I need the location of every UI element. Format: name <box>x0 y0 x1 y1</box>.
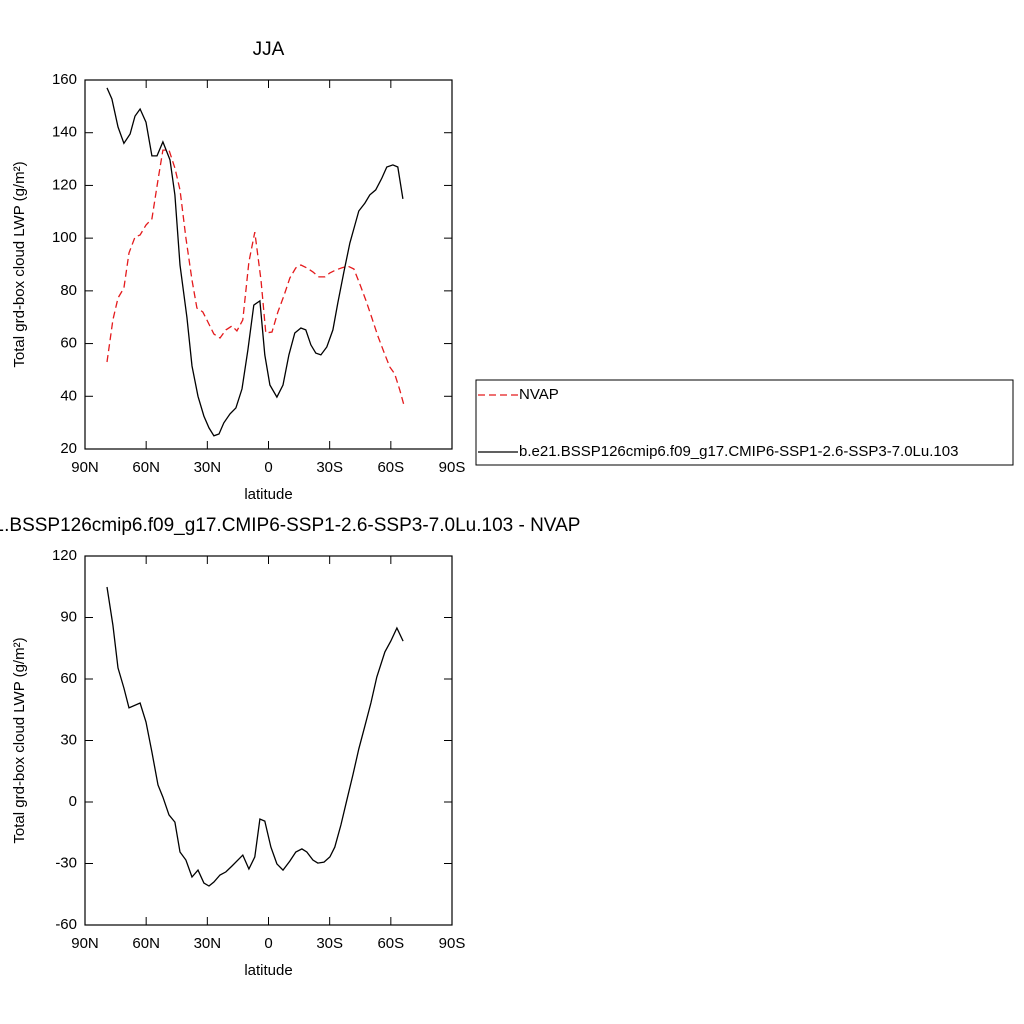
x-tick-label: 60N <box>132 459 160 476</box>
plot-frame <box>84 555 453 926</box>
x-tick-label: 60S <box>377 935 404 952</box>
x-tick-label: 30S <box>316 935 343 952</box>
y-tick-label: 80 <box>60 282 77 299</box>
y-tick-label: 40 <box>60 387 77 404</box>
x-tick-label: 90N <box>71 935 99 952</box>
x-tick-label: 90N <box>71 459 99 476</box>
data-line <box>106 87 404 437</box>
x-axis-label: latitude <box>244 962 292 979</box>
data-line <box>106 149 405 406</box>
x-tick-label: 90S <box>439 459 466 476</box>
y-tick-label: 120 <box>52 547 77 564</box>
x-tick-label: 30N <box>194 935 222 952</box>
plot-frame <box>84 79 453 450</box>
x-tick-label: 0 <box>264 935 272 952</box>
y-tick-label: 30 <box>60 731 77 748</box>
x-tick-label: 60S <box>377 459 404 476</box>
y-axis-label: Total grd-box cloud LWP (g/m²) <box>11 161 28 367</box>
y-tick-label: 0 <box>69 793 77 810</box>
legend-label: NVAP <box>519 386 559 403</box>
y-tick-label: 20 <box>60 440 77 457</box>
x-tick-label: 90S <box>439 935 466 952</box>
y-tick-label: 120 <box>52 176 77 193</box>
x-tick-label: 60N <box>132 935 160 952</box>
x-tick-label: 30S <box>316 459 343 476</box>
y-tick-label: 60 <box>60 670 77 687</box>
y-tick-label: 140 <box>52 124 77 141</box>
x-axis-label: latitude <box>244 486 292 503</box>
y-axis-label: Total grd-box cloud LWP (g/m²) <box>11 637 28 843</box>
y-tick-label: 60 <box>60 335 77 352</box>
chart-title: b.e21.BSSP126cmip6.f09_g17.CMIP6-SSP1-2.… <box>0 515 580 536</box>
y-tick-label: 160 <box>52 71 77 88</box>
legend-label: b.e21.BSSP126cmip6.f09_g17.CMIP6-SSP1-2.… <box>519 443 958 460</box>
y-tick-label: -30 <box>55 854 77 871</box>
x-tick-label: 30N <box>194 459 222 476</box>
y-tick-label: 90 <box>60 608 77 625</box>
y-tick-label: 100 <box>52 229 77 246</box>
y-tick-label: -60 <box>55 916 77 933</box>
data-line <box>106 586 404 887</box>
legend-box <box>475 379 1014 466</box>
x-tick-label: 0 <box>264 459 272 476</box>
chart-title: JJA <box>253 39 285 60</box>
